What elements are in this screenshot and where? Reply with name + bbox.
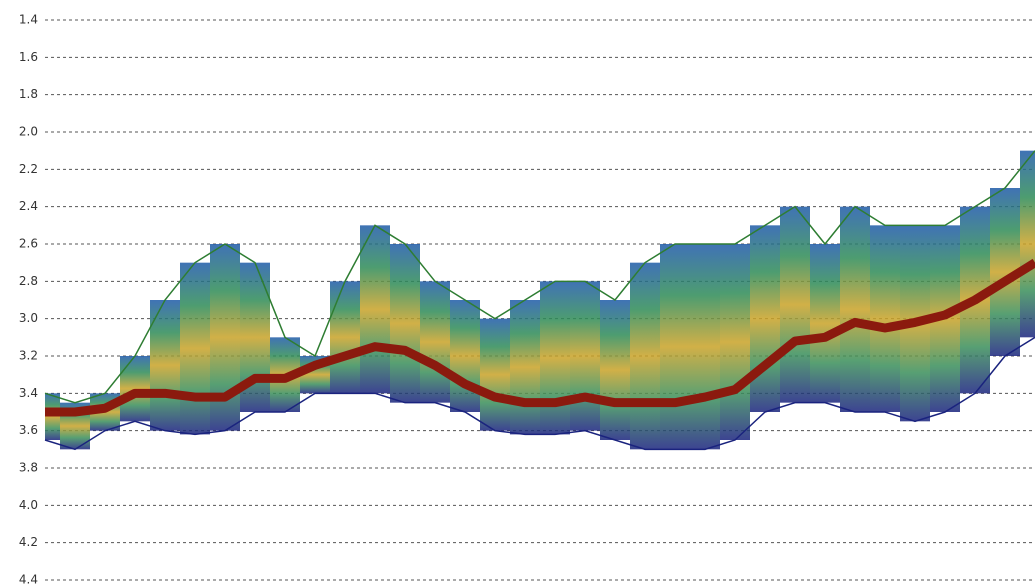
y-tick-label: 4.4: [19, 573, 38, 587]
y-tick-label: 3.6: [19, 423, 38, 437]
y-tick-label: 2.8: [19, 274, 38, 288]
echo-band: [360, 225, 390, 394]
echo-band: [810, 244, 840, 403]
echo-band: [120, 356, 150, 422]
echo-band: [660, 244, 690, 450]
echo-band: [390, 244, 420, 403]
echo-band: [45, 393, 60, 440]
echo-band: [330, 281, 360, 394]
echo-band: [600, 300, 630, 440]
y-tick-label: 1.4: [19, 13, 38, 27]
echo-band: [450, 300, 480, 412]
echo-band: [720, 244, 750, 440]
echo-band: [870, 225, 900, 412]
y-tick-label: 3.8: [19, 461, 38, 475]
echo-band: [780, 206, 810, 403]
y-tick-label: 3.2: [19, 349, 38, 363]
echo-band: [150, 300, 180, 431]
y-tick-label: 2.4: [19, 199, 38, 213]
y-tick-label: 2.2: [19, 162, 38, 176]
echo-band: [420, 281, 450, 403]
echo-band: [510, 300, 540, 435]
bottom-line: [45, 258, 1035, 417]
y-tick-label: 1.6: [19, 50, 38, 64]
y-tick-label: 3.0: [19, 311, 38, 325]
echo-band: [690, 244, 720, 450]
echo-band: [750, 225, 780, 412]
echo-band: [210, 244, 240, 431]
echo-band: [180, 262, 210, 435]
echo-band: [480, 318, 510, 431]
echo-edge: [44, 336, 1035, 451]
echo-band: [840, 206, 870, 412]
y-tick-label: 2.6: [19, 237, 38, 251]
y-tick-label: 1.8: [19, 87, 38, 101]
echo-band: [630, 262, 660, 450]
y-tick-label: 4.2: [19, 535, 38, 549]
echo-band: [540, 281, 570, 435]
echo-band: [1020, 150, 1035, 338]
y-tick-label: 2.0: [19, 125, 38, 139]
y-tick-label: 3.4: [19, 386, 38, 400]
y-tick-label: 4.0: [19, 498, 38, 512]
echo-edge: [44, 150, 1035, 404]
echo-band: [570, 281, 600, 431]
